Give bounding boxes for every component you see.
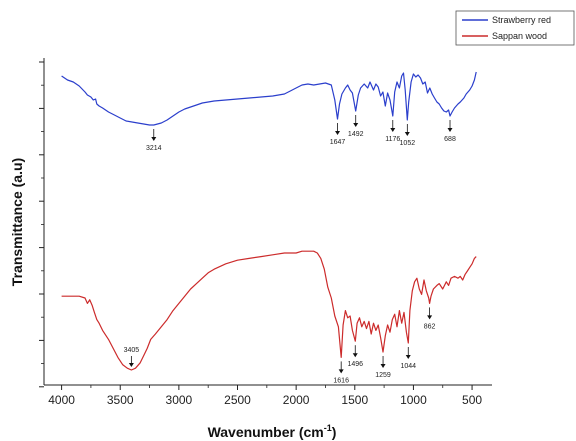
peak-label: 3214 (146, 145, 162, 152)
peak-arrowhead (352, 353, 358, 358)
peak-arrowhead (447, 128, 453, 132)
x-tick-label: 3500 (107, 393, 134, 407)
peak-arrowhead (390, 128, 396, 132)
peak-label: 1176 (385, 136, 400, 143)
peak-arrowhead (128, 363, 134, 367)
x-axis-title: Wavenumber (cm-1) (208, 423, 337, 440)
x-tick-label: 4000 (48, 393, 75, 407)
series-line-strawberry-red (61, 71, 477, 126)
x-axis-ticks: 4000 3500 3000 2500 2000 1500 1000 500 (48, 385, 482, 407)
peak-label: 1492 (348, 131, 364, 138)
peak-label: 1616 (333, 377, 349, 384)
y-axis-ticks (39, 61, 44, 388)
peak-label: 1259 (375, 372, 391, 379)
x-tick-label: 1000 (400, 393, 427, 407)
peak-label: 862 (424, 323, 436, 330)
x-tick-label: 2500 (224, 393, 251, 407)
peak-label: 3405 (124, 347, 140, 354)
peak-label: 1647 (330, 139, 346, 146)
x-tick-label: 1500 (341, 393, 368, 407)
peak-label: 1044 (400, 363, 416, 370)
legend-label-sappan-wood: Sappan wood (492, 31, 547, 41)
legend-box (455, 10, 575, 46)
legend-label-strawberry-red: Strawberry red (492, 15, 551, 25)
x-tick-label: 500 (462, 393, 482, 407)
series-layer (61, 71, 477, 371)
x-tick-label: 3000 (166, 393, 193, 407)
peak-label: 1496 (347, 361, 363, 368)
peak-label: 1052 (400, 140, 416, 147)
peak-arrowhead (427, 315, 433, 320)
peak-arrowhead (353, 123, 359, 127)
peak-arrowhead (151, 137, 157, 141)
peak-arrowhead (405, 355, 411, 359)
peak-label: 688 (444, 136, 456, 143)
y-axis-title: Transmittance (a.u) (9, 158, 25, 286)
x-axis-title-superscript: -1 (324, 423, 332, 433)
x-tick-label: 2000 (283, 393, 310, 407)
peak-arrowhead (335, 131, 341, 135)
series-line-sappan-wood (61, 250, 477, 371)
peak-arrowhead (380, 364, 386, 368)
peak-arrowhead (404, 132, 410, 136)
legend: Strawberry red Sappan wood (455, 10, 575, 46)
peak-arrowhead (338, 369, 344, 374)
